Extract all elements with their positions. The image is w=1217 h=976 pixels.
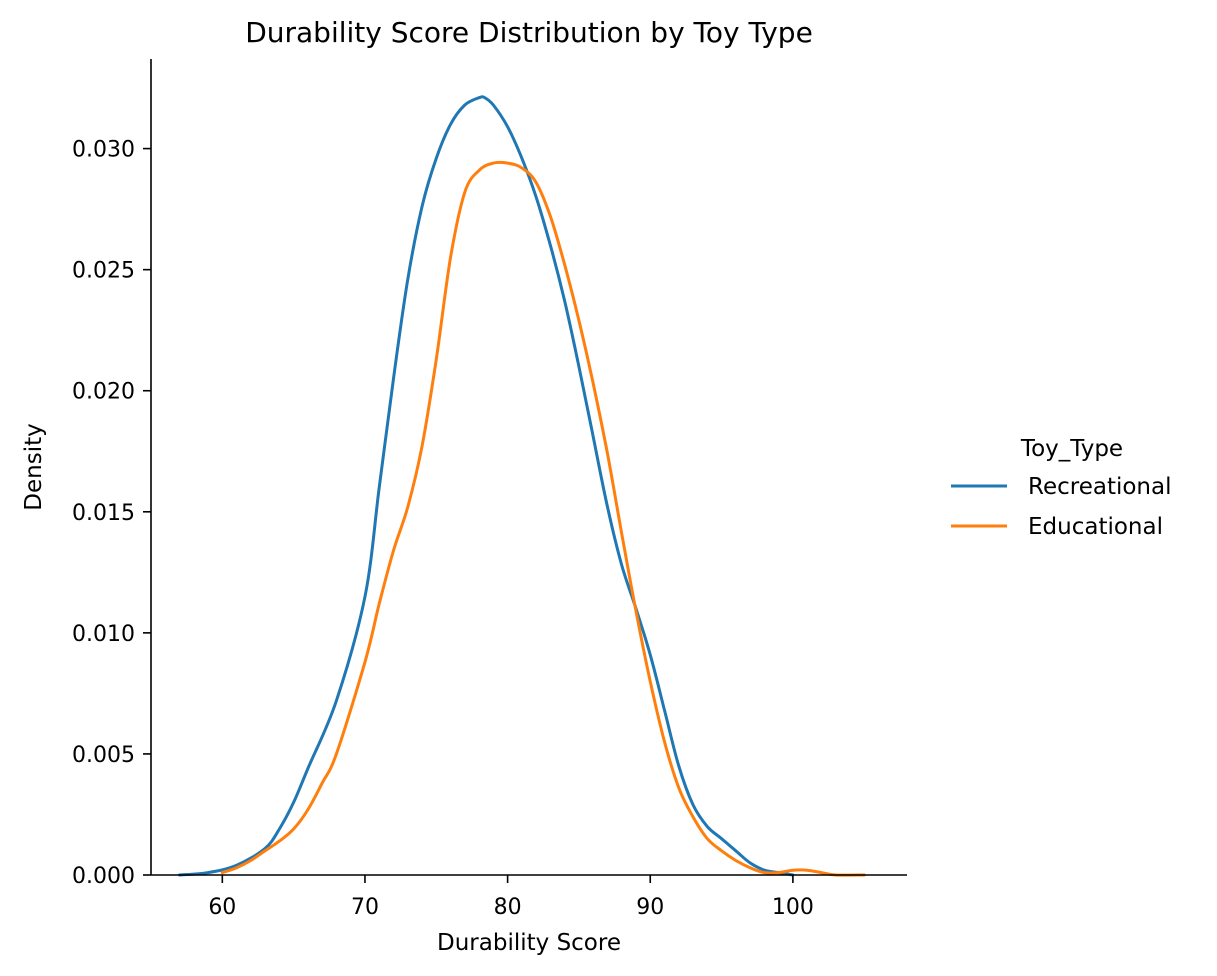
x-axis-label: Durability Score xyxy=(437,930,621,956)
x-tick-label: 80 xyxy=(494,895,522,920)
chart-title: Durability Score Distribution by Toy Typ… xyxy=(245,16,813,49)
series-line-educational xyxy=(220,160,866,877)
x-tick-label: 90 xyxy=(636,895,664,920)
legend-title: Toy_Type xyxy=(1020,436,1123,462)
series-line-recreational xyxy=(178,95,795,877)
x-ticks: 60 70 80 90 100 xyxy=(208,875,814,920)
y-tick-label: 0.030 xyxy=(72,138,135,163)
y-ticks: 0.000 0.005 0.010 0.015 0.020 0.025 0.030 xyxy=(72,138,151,889)
y-tick-label: 0.010 xyxy=(72,622,135,647)
y-axis-label: Density xyxy=(21,423,47,510)
x-tick-label: 70 xyxy=(351,895,379,920)
legend-label: Educational xyxy=(1028,514,1163,540)
legend: Toy_Type Recreational Educational xyxy=(951,436,1171,540)
y-tick-label: 0.020 xyxy=(72,380,135,405)
legend-label: Recreational xyxy=(1028,474,1171,500)
y-tick-label: 0.025 xyxy=(72,259,135,284)
x-tick-label: 60 xyxy=(208,895,236,920)
y-tick-label: 0.005 xyxy=(72,743,135,768)
y-tick-label: 0.000 xyxy=(72,864,135,889)
plot-area xyxy=(178,95,866,877)
x-tick-label: 100 xyxy=(772,895,814,920)
y-tick-label: 0.015 xyxy=(72,501,135,526)
